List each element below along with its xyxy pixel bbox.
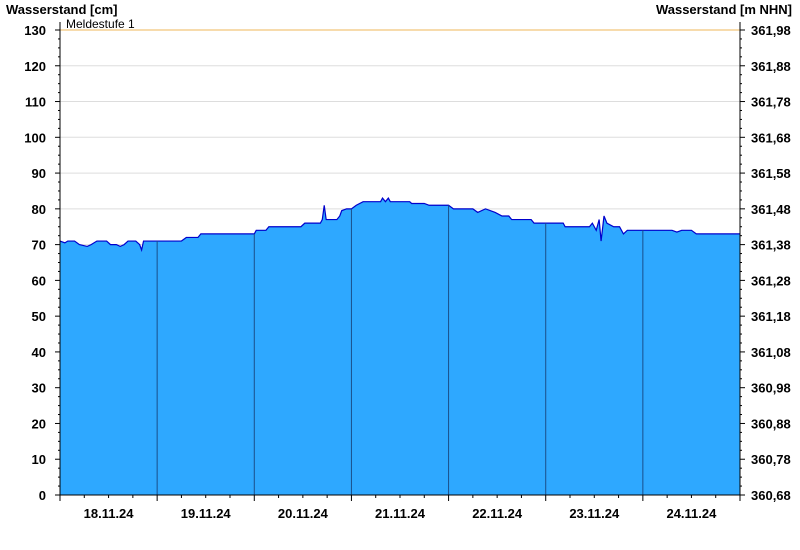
y-tick-label: 50 <box>32 309 46 324</box>
right-tick-label: 360,98 <box>751 381 791 396</box>
right-tick-label: 361,08 <box>751 345 791 360</box>
y-tick-label: 110 <box>25 95 46 110</box>
y-tick-label: 60 <box>32 273 46 288</box>
left-y-axis: 0 10 20 30 40 50 60 70 80 90 100 110 120 130 <box>24 22 61 503</box>
right-tick-label: 361,48 <box>751 202 791 217</box>
right-y-axis: 360,68 360,78 360,88 360,98 361,08 361,18 361,… <box>739 22 791 503</box>
y-tick-label: 90 <box>32 166 46 181</box>
x-tick-label: 20.11.24 <box>278 506 329 521</box>
right-tick-label: 360,78 <box>751 452 791 467</box>
y-tick-label: 70 <box>32 238 46 253</box>
area-fill <box>60 198 740 495</box>
water-level-area <box>59 197 740 495</box>
x-tick-label: 23.11.24 <box>569 506 620 521</box>
y-tick-label: 130 <box>24 23 46 38</box>
x-axis: 18.11.24 19.11.24 20.11.24 21.11.24 22.11.24… <box>59 494 741 521</box>
y-tick-label: 80 <box>32 202 46 217</box>
right-tick-label: 360,88 <box>751 416 791 431</box>
x-tick-label: 24.11.24 <box>666 506 717 521</box>
right-tick-label: 361,88 <box>751 59 791 74</box>
y-tick-label: 120 <box>24 59 46 74</box>
y-tick-label: 20 <box>32 416 46 431</box>
x-tick-label: 18.11.24 <box>84 506 135 521</box>
threshold-label: Meldestufe 1 <box>66 17 135 31</box>
x-tick-label: 19.11.24 <box>181 506 232 521</box>
y-tick-label: 100 <box>24 130 46 145</box>
right-tick-label: 361,78 <box>751 95 791 110</box>
x-tick-label: 21.11.24 <box>375 506 426 521</box>
right-tick-label: 361,98 <box>751 23 791 38</box>
series-line <box>59 197 740 253</box>
right-tick-label: 360,68 <box>751 488 791 503</box>
right-tick-label: 361,58 <box>751 166 791 181</box>
right-axis-title: Wasserstand [m NHN] <box>656 2 792 17</box>
day-separators <box>156 205 644 495</box>
y-tick-label: 10 <box>32 452 46 467</box>
x-tick-label: 22.11.24 <box>472 506 523 521</box>
left-axis-title: Wasserstand [cm] <box>6 2 118 17</box>
y-tick-label: 40 <box>32 345 46 360</box>
y-tick-label: 30 <box>32 381 46 396</box>
y-tick-label: 0 <box>39 488 46 503</box>
right-tick-label: 361,68 <box>751 130 791 145</box>
right-tick-label: 361,38 <box>751 238 791 253</box>
right-tick-label: 361,28 <box>751 273 791 288</box>
right-tick-label: 361,18 <box>751 309 791 324</box>
